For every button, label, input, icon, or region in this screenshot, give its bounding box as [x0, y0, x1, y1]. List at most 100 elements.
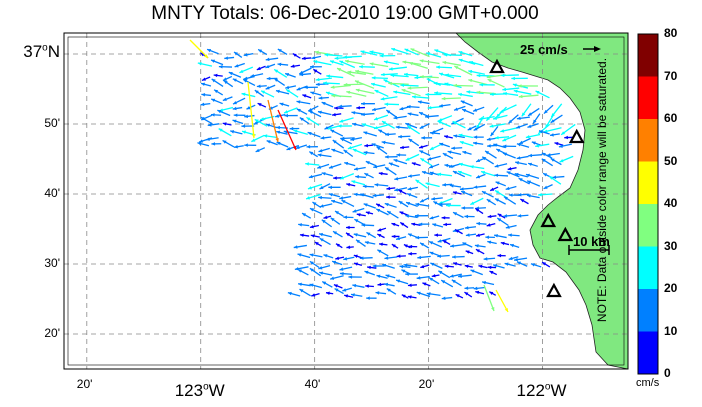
current-vector — [476, 221, 487, 226]
current-vector — [419, 197, 430, 203]
current-vector — [241, 124, 255, 128]
current-vector — [488, 291, 497, 296]
current-vector — [489, 92, 507, 97]
current-vector — [467, 125, 477, 131]
current-vector — [481, 190, 494, 198]
current-vector — [267, 99, 279, 143]
current-vector — [459, 141, 474, 147]
current-vector — [486, 198, 497, 206]
current-vector — [361, 123, 377, 129]
current-vector — [339, 271, 353, 276]
current-vector — [394, 176, 408, 181]
current-vector — [452, 120, 466, 129]
current-vector — [354, 218, 366, 226]
current-vector — [353, 254, 363, 259]
current-vector — [346, 90, 367, 97]
current-vector — [339, 173, 355, 180]
current-vector — [407, 186, 418, 191]
current-vector — [319, 271, 333, 276]
current-vector — [366, 231, 377, 239]
current-vector — [374, 89, 389, 97]
colorbar-segment — [638, 289, 658, 332]
current-vector — [222, 75, 233, 82]
current-vector — [265, 63, 276, 69]
current-vector — [450, 243, 465, 248]
current-vector — [233, 51, 243, 58]
colorbar-segment — [638, 119, 658, 162]
current-vector — [197, 141, 210, 147]
current-vector — [478, 264, 488, 269]
current-vector — [355, 175, 366, 179]
current-vector — [516, 261, 528, 267]
current-vector — [266, 76, 278, 81]
current-vector — [442, 152, 454, 160]
scale-bar-label: 10 km — [573, 234, 610, 249]
current-vector — [476, 73, 495, 78]
current-vector — [210, 98, 223, 105]
current-vector — [443, 53, 462, 57]
current-vector — [334, 210, 344, 217]
current-vector — [419, 123, 430, 130]
current-vector — [451, 146, 463, 150]
current-vector — [546, 152, 560, 157]
current-vector — [356, 106, 365, 110]
current-vector — [441, 296, 453, 300]
current-vector — [475, 233, 485, 237]
current-vector — [301, 56, 312, 61]
current-vector — [496, 217, 509, 226]
current-vector — [352, 207, 365, 213]
current-vector — [309, 260, 320, 269]
current-vector — [371, 143, 384, 149]
current-vector — [473, 286, 486, 291]
radar-site-marker — [489, 58, 505, 74]
current-vector — [362, 184, 375, 189]
current-vector — [511, 76, 528, 81]
current-vector — [346, 225, 355, 230]
current-vector — [365, 160, 377, 167]
current-vector — [421, 170, 433, 176]
current-vector — [400, 83, 419, 87]
map-title: MNTY Totals: 06-Dec-2010 19:00 GMT+0.000 — [151, 3, 539, 24]
current-vector — [481, 156, 495, 165]
current-vector — [468, 78, 488, 86]
current-vector — [332, 139, 345, 149]
current-vector — [331, 260, 343, 266]
current-vector — [254, 89, 265, 97]
current-vector — [550, 114, 563, 124]
current-vector — [525, 133, 541, 139]
current-vector — [319, 183, 331, 190]
coastline-land — [455, 33, 628, 369]
current-vector — [363, 150, 375, 155]
current-vector — [361, 101, 375, 106]
reference-arrow — [568, 46, 610, 255]
current-vector — [444, 264, 454, 269]
current-vector — [453, 134, 465, 139]
current-vector — [439, 104, 451, 108]
current-vector — [298, 223, 310, 227]
current-vector — [527, 107, 540, 117]
current-vector — [441, 216, 450, 220]
current-vector — [290, 64, 301, 68]
current-vector — [415, 179, 428, 189]
current-vector — [211, 142, 222, 146]
current-vector — [350, 137, 363, 141]
current-vector — [495, 289, 509, 313]
current-vector — [283, 130, 298, 135]
current-vector — [335, 256, 345, 260]
current-vector — [446, 203, 461, 208]
current-vector — [407, 86, 428, 90]
current-vector — [472, 106, 485, 112]
current-vector — [393, 90, 411, 96]
current-vector — [277, 109, 297, 151]
current-vector — [421, 136, 433, 140]
current-vector — [437, 254, 450, 258]
current-vector — [366, 265, 377, 270]
current-vector — [405, 201, 418, 207]
current-vector — [354, 80, 375, 89]
current-vector — [287, 291, 301, 297]
current-vector — [218, 65, 233, 69]
radar-sites — [489, 58, 585, 298]
current-vector — [331, 112, 342, 117]
current-vector — [530, 263, 542, 268]
current-vector — [388, 81, 409, 86]
